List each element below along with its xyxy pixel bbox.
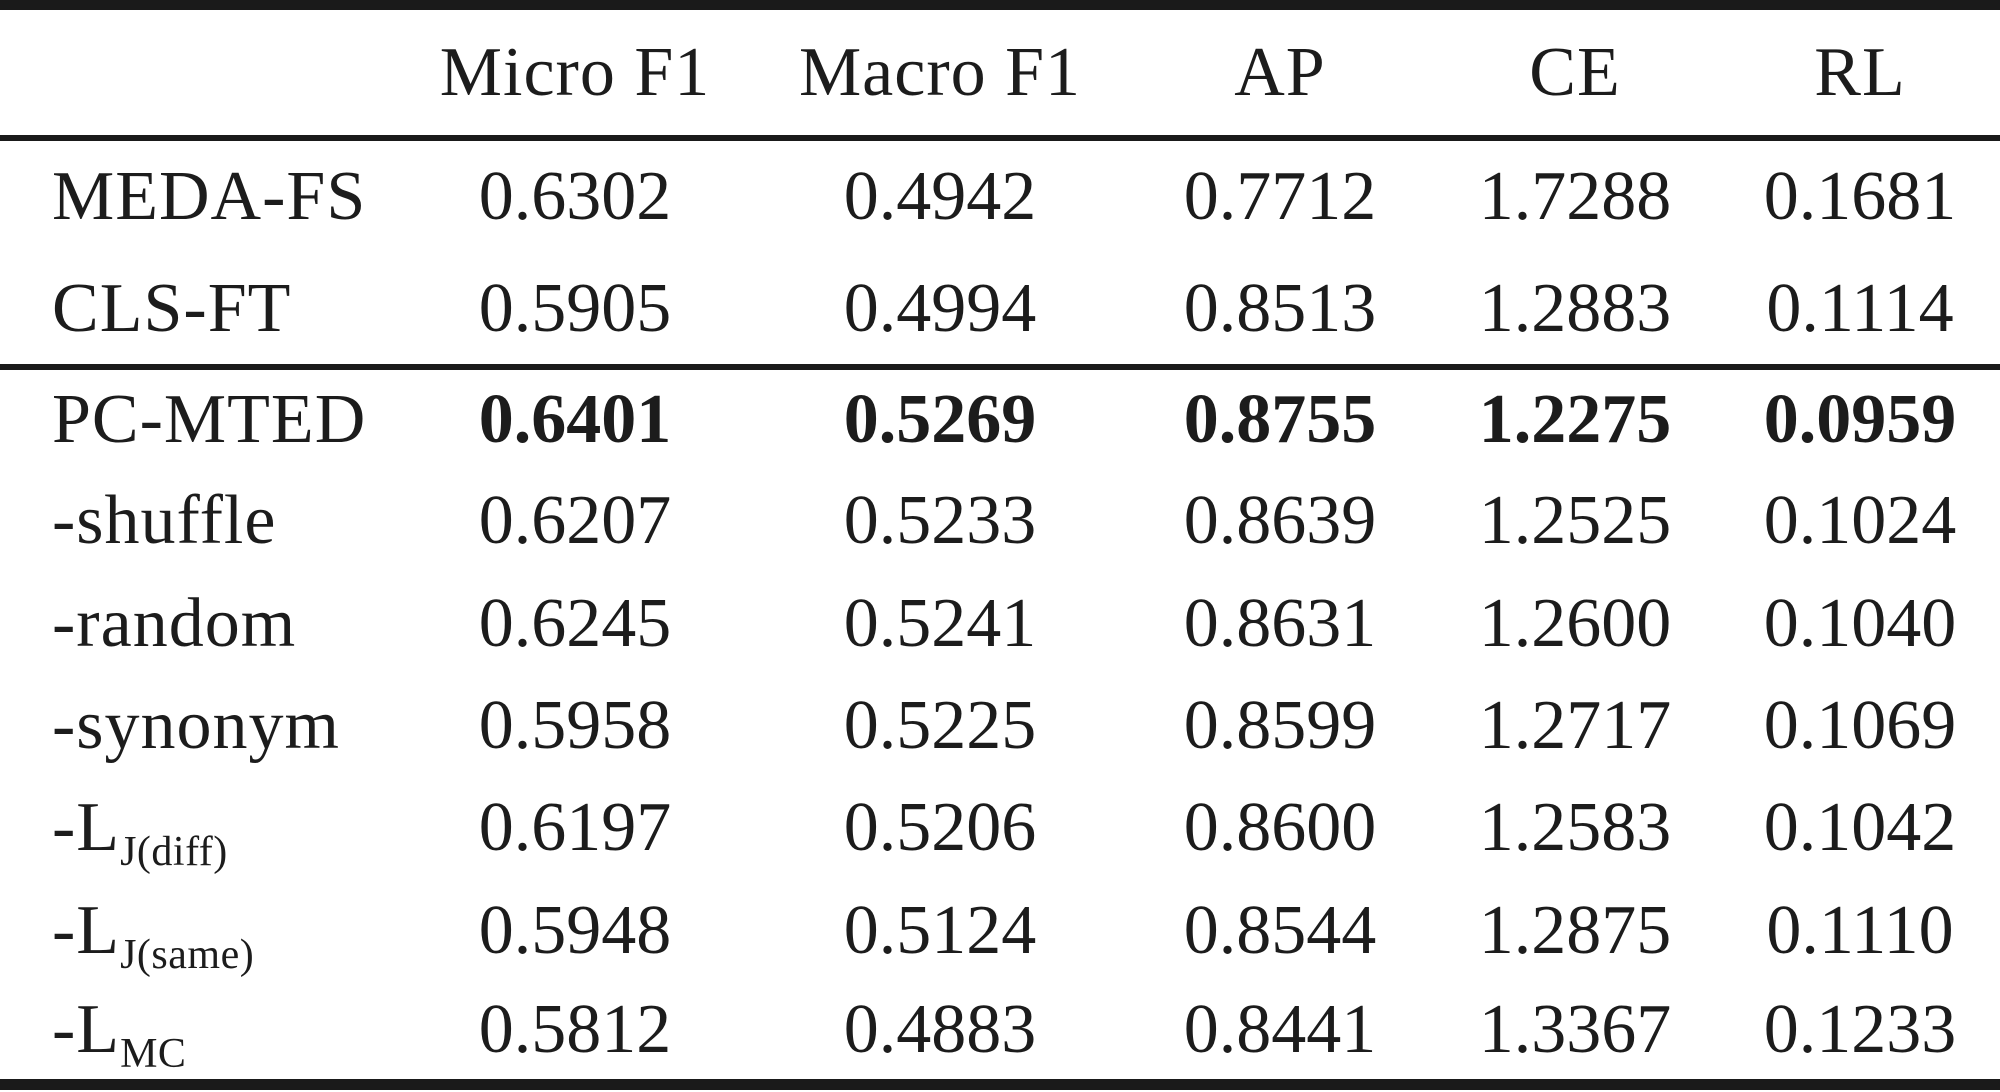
cell-macro-f1: 0.4994 xyxy=(750,252,1130,371)
column-header-ce: CE xyxy=(1430,5,1720,141)
cell-micro-f1: 0.6245 xyxy=(478,584,672,662)
row-label-text: -random xyxy=(52,584,297,662)
cell-micro-f1: 0.5905 xyxy=(400,252,750,371)
corner-cell xyxy=(0,5,400,141)
row-minus-l-j-diff: -LJ(diff) 0.6197 0.5206 0.8600 1.2583 0.… xyxy=(0,777,2000,879)
row-label-text: -shuffle xyxy=(52,482,277,560)
row-label-subscript: J(same) xyxy=(120,931,255,978)
cell-ap: 0.8544 xyxy=(1183,891,1377,969)
cell-macro-f1: 0.5124 xyxy=(843,891,1037,969)
row-minus-l-j-same: -LJ(same) 0.5948 0.5124 0.8544 1.2875 0.… xyxy=(0,880,2000,982)
row-minus-random: -random 0.6245 0.5241 0.8631 1.2600 0.10… xyxy=(0,572,2000,674)
cell-ce: 1.2883 xyxy=(1430,252,1720,371)
row-label: MEDA-FS xyxy=(0,138,400,253)
cell-rl: 0.0959 xyxy=(1763,381,1957,459)
row-label: CLS-FT xyxy=(0,252,400,371)
row-label-subscript: J(diff) xyxy=(120,829,228,876)
cell-ce: 1.3367 xyxy=(1478,991,1672,1069)
cell-ce: 1.2275 xyxy=(1478,381,1672,459)
cell-macro-f1: 0.5269 xyxy=(843,381,1037,459)
cell-macro-f1: 0.5206 xyxy=(843,789,1037,867)
row-label-text: PC-MTED xyxy=(52,381,367,459)
cell-ap: 0.7712 xyxy=(1183,157,1377,235)
row-label-text: MEDA-FS xyxy=(52,157,367,235)
header-row: Micro F1 Macro F1 AP CE RL xyxy=(0,5,2000,141)
cell-ce: 1.2525 xyxy=(1478,482,1672,560)
cell-micro-f1: 0.6207 xyxy=(478,482,672,560)
row-minus-l-mc: -LMC 0.5812 0.4883 0.8441 1.3367 0.1233 xyxy=(0,982,2000,1085)
cell-macro-f1: 0.5233 xyxy=(843,482,1037,560)
cell-ap: 0.8631 xyxy=(1183,584,1377,662)
row-label-text: -L xyxy=(52,891,121,969)
cell-ap: 0.8600 xyxy=(1183,789,1377,867)
row-meda-fs: MEDA-FS 0.6302 0.4942 0.7712 1.7288 0.16… xyxy=(0,138,2000,253)
cell-macro-f1: 0.5225 xyxy=(843,686,1037,764)
cell-rl: 0.1114 xyxy=(1720,252,2000,371)
row-minus-shuffle: -shuffle 0.6207 0.5233 0.8639 1.2525 0.1… xyxy=(0,470,2000,572)
row-label: -LJ(diff) xyxy=(0,777,400,879)
row-label: -random xyxy=(0,572,400,674)
column-header-micro-f1: Micro F1 xyxy=(400,5,750,141)
cell-macro-f1: 0.5241 xyxy=(843,584,1037,662)
cell-macro-f1: 0.4942 xyxy=(843,157,1037,235)
row-label: -synonym xyxy=(0,675,400,777)
cell-micro-f1: 0.5958 xyxy=(478,686,672,764)
cell-ap: 0.8599 xyxy=(1183,686,1377,764)
cell-rl: 0.1069 xyxy=(1763,686,1957,764)
column-header-ap: AP xyxy=(1130,5,1430,141)
row-label: -LJ(same) xyxy=(0,880,400,982)
row-minus-synonym: -synonym 0.5958 0.5225 0.8599 1.2717 0.1… xyxy=(0,675,2000,777)
cell-micro-f1: 0.5812 xyxy=(478,991,672,1069)
cell-ce: 1.2600 xyxy=(1478,584,1672,662)
cell-ap: 0.8639 xyxy=(1183,482,1377,560)
row-label-subscript: MC xyxy=(120,1031,187,1078)
cell-ap: 0.8755 xyxy=(1183,381,1377,459)
baselines-section: MEDA-FS 0.6302 0.4942 0.7712 1.7288 0.16… xyxy=(0,138,2000,371)
row-pc-mted: PC-MTED 0.6401 0.5269 0.8755 1.2275 0.09… xyxy=(0,367,2000,469)
cell-ap: 0.8441 xyxy=(1183,991,1377,1069)
cell-rl: 0.1040 xyxy=(1763,584,1957,662)
cell-rl: 0.1024 xyxy=(1763,482,1957,560)
table-header: Micro F1 Macro F1 AP CE RL xyxy=(0,5,2000,141)
row-label-text: CLS-FT xyxy=(52,269,292,347)
row-label: -shuffle xyxy=(0,470,400,572)
cell-micro-f1: 0.5948 xyxy=(478,891,672,969)
column-header-macro-f1: Macro F1 xyxy=(750,5,1130,141)
row-label-text: -L xyxy=(52,991,121,1069)
row-label-text: -L xyxy=(52,789,121,867)
cell-ce: 1.2717 xyxy=(1478,686,1672,764)
cell-ce: 1.2875 xyxy=(1478,891,1672,969)
row-label-text: -synonym xyxy=(52,686,340,764)
ablations-section: PC-MTED 0.6401 0.5269 0.8755 1.2275 0.09… xyxy=(0,367,2000,1084)
cell-rl: 0.1042 xyxy=(1763,789,1957,867)
cell-micro-f1: 0.6197 xyxy=(478,789,672,867)
cell-macro-f1: 0.4883 xyxy=(843,991,1037,1069)
cell-ce: 1.7288 xyxy=(1478,157,1672,235)
cell-rl: 0.1681 xyxy=(1763,157,1957,235)
row-label: PC-MTED xyxy=(0,367,400,469)
cell-rl: 0.1233 xyxy=(1763,991,1957,1069)
cell-micro-f1: 0.6401 xyxy=(478,381,672,459)
row-cls-ft: CLS-FT 0.5905 0.4994 0.8513 1.2883 0.111… xyxy=(0,252,2000,371)
column-header-rl: RL xyxy=(1720,5,2000,141)
cell-ce: 1.2583 xyxy=(1478,789,1672,867)
cell-micro-f1: 0.6302 xyxy=(478,157,672,235)
cell-ap: 0.8513 xyxy=(1130,252,1430,371)
cell-rl: 0.1110 xyxy=(1766,891,1954,969)
row-label: -LMC xyxy=(0,982,400,1085)
